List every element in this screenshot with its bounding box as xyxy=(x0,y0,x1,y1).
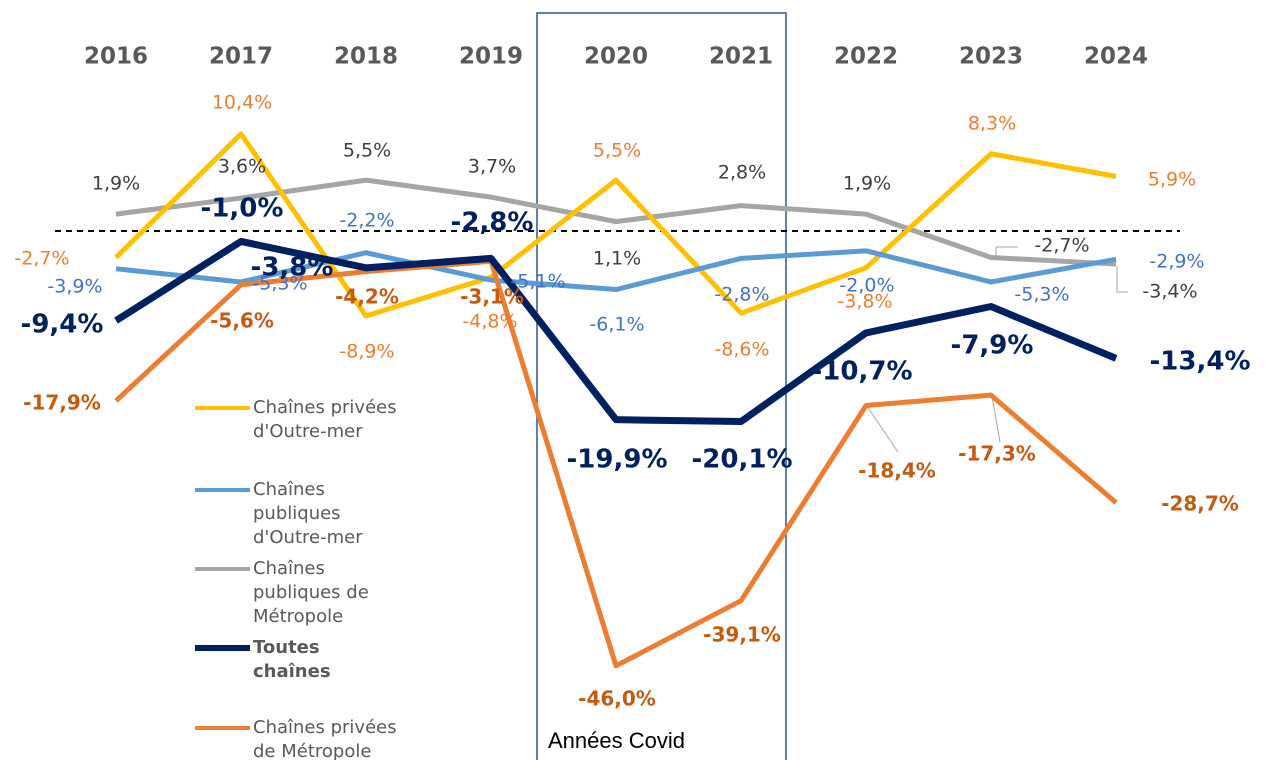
data-label: -3,9% xyxy=(47,276,102,298)
data-label: -9,4% xyxy=(21,310,104,340)
data-label: -1,0% xyxy=(201,194,284,224)
data-label: -3,8% xyxy=(837,291,892,313)
leader-line xyxy=(866,405,899,453)
data-label: -20,1% xyxy=(692,445,793,475)
data-label: -6,1% xyxy=(589,314,644,336)
data-label: -8,6% xyxy=(714,339,769,361)
series-line xyxy=(115,248,1117,293)
data-label: -5,6% xyxy=(210,309,274,333)
data-label: 1,9% xyxy=(843,173,891,195)
data-label: -2,2% xyxy=(339,210,394,232)
legend-label: Chaînes publiques d'Outre-mer xyxy=(253,479,363,548)
data-label: 10,4% xyxy=(212,92,272,114)
data-label: -28,7% xyxy=(1161,492,1239,516)
x-tick-label: 2017 xyxy=(209,44,273,70)
data-label: -39,1% xyxy=(703,623,781,647)
legend-label: Chaînes privées d'Outre-mer xyxy=(253,397,397,442)
leader-line xyxy=(991,395,1001,443)
x-tick-label: 2022 xyxy=(834,44,898,70)
data-label: -10,7% xyxy=(812,357,913,387)
x-tick-label: 2020 xyxy=(584,44,648,70)
data-label: -18,4% xyxy=(858,459,936,483)
data-label: -2,7% xyxy=(1034,235,1089,257)
data-label: 5,9% xyxy=(1148,169,1196,191)
data-label: -19,9% xyxy=(567,445,668,475)
x-tick-label: 2018 xyxy=(334,44,398,70)
data-label: -3,1% xyxy=(460,285,524,309)
series-line xyxy=(114,237,1118,426)
data-label: -17,9% xyxy=(23,391,101,415)
x-tick-label: 2019 xyxy=(459,44,523,70)
leader-line xyxy=(995,246,1018,258)
data-label: 1,9% xyxy=(92,173,140,195)
leader-line xyxy=(1116,266,1128,293)
data-label: 5,5% xyxy=(593,140,641,162)
data-label: -17,3% xyxy=(958,442,1036,466)
data-label: -4,8% xyxy=(462,311,517,333)
data-label: -4,2% xyxy=(335,285,399,309)
data-label: -46,0% xyxy=(578,687,656,711)
data-label: -2,9% xyxy=(1149,251,1204,273)
legend-label: Chaînes privées de Métropole xyxy=(253,717,397,760)
data-label: 8,3% xyxy=(968,113,1016,135)
x-tick-label: 2023 xyxy=(959,44,1023,70)
legend-label: Chaînes publiques de Métropole xyxy=(253,558,369,627)
data-label: -7,9% xyxy=(951,331,1034,361)
data-label: -2,8% xyxy=(451,208,534,238)
data-label: -3,8% xyxy=(251,253,334,283)
series-line xyxy=(114,131,1117,319)
x-tick-label: 2024 xyxy=(1084,44,1148,70)
data-label: -2,0% xyxy=(839,275,894,297)
data-label: -2,7% xyxy=(14,248,69,270)
annotation: Années Covid xyxy=(548,728,685,753)
data-label: -5,3% xyxy=(252,273,307,295)
legend-label: Toutes chaînes xyxy=(253,637,331,682)
data-label: -8,9% xyxy=(339,341,394,363)
data-label: -3,4% xyxy=(1142,281,1197,303)
data-label: -5,1% xyxy=(510,271,565,293)
data-label: 5,5% xyxy=(343,140,391,162)
data-label: -13,4% xyxy=(1150,347,1251,377)
data-label: 2,8% xyxy=(718,162,766,184)
covid-box xyxy=(536,12,787,760)
x-tick-label: 2021 xyxy=(709,44,773,70)
data-label: 3,7% xyxy=(468,156,516,178)
series-line xyxy=(114,258,1118,669)
x-tick-label: 2016 xyxy=(84,44,148,70)
data-label: -2,8% xyxy=(714,284,769,306)
data-label: 1,1% xyxy=(593,248,641,270)
data-label: 3,6% xyxy=(218,156,266,178)
data-label: -5,3% xyxy=(1014,284,1069,306)
